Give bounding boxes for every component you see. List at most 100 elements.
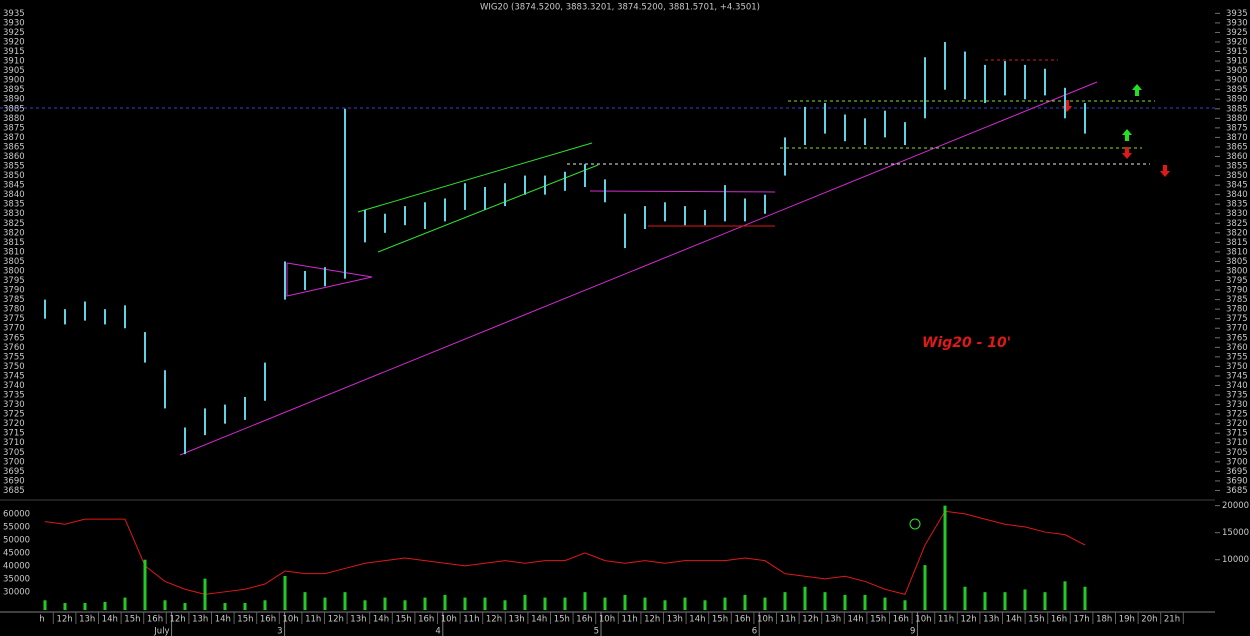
- y2-tick-label: 3815: [1226, 238, 1248, 248]
- volume-bar: [83, 602, 87, 610]
- y-tick-label: 3875: [3, 123, 25, 133]
- volume-bar: [683, 597, 687, 610]
- y2-tick-label: 3825: [1226, 219, 1248, 229]
- x-tick-label: 10h: [282, 615, 298, 625]
- x-date-label: July: [153, 627, 169, 636]
- arrow-up: [1132, 84, 1142, 96]
- volume-bar: [123, 597, 127, 610]
- y-tick-label: 3695: [3, 467, 25, 477]
- x-tick-label: 15h: [712, 615, 728, 625]
- x-tick-label: 19h: [1119, 615, 1135, 625]
- y2-tick-label: 3870: [1226, 133, 1248, 143]
- volume-bar: [1063, 581, 1067, 610]
- x-tick-label: 16h: [734, 615, 750, 625]
- x-tick-label: 11h: [938, 615, 954, 625]
- arrow-up: [1122, 129, 1132, 141]
- volume-bar: [43, 600, 47, 610]
- volume-bar: [483, 597, 487, 610]
- volume-bar: [563, 597, 567, 610]
- y-tick-label: 3740: [3, 381, 25, 391]
- y2-tick-label: 3715: [1226, 429, 1248, 439]
- x-tick-label: 11h: [305, 615, 321, 625]
- x-tick-label: 13h: [350, 615, 366, 625]
- y-tick-label: 3770: [3, 324, 25, 334]
- channel-top: [357, 142, 593, 213]
- x-tick-label: 15h: [870, 615, 886, 625]
- volume-bar: [663, 600, 667, 610]
- volume-bar: [803, 586, 807, 610]
- volume-bar: [723, 597, 727, 610]
- y-tick-label: 3720: [3, 419, 25, 429]
- y2-tick-label: 3910: [1226, 57, 1248, 67]
- y2-tick-label: 3805: [1226, 257, 1248, 267]
- y2-tick-label: 3780: [1226, 305, 1248, 315]
- y2-tick-label: 3920: [1226, 37, 1248, 47]
- y2-tick-label: 3770: [1226, 324, 1248, 334]
- y2-tick-label: 3810: [1226, 247, 1248, 257]
- y-tick-label: 3725: [3, 410, 25, 420]
- x-tick-label: 14h: [373, 615, 389, 625]
- x-tick-label: 12h: [56, 615, 72, 625]
- y-tick-label: 3745: [3, 371, 25, 381]
- y-tick-label: 3705: [3, 448, 25, 458]
- y-tick-label: 60000: [3, 509, 30, 519]
- y-tick-label: 3790: [3, 286, 25, 296]
- volume-bar: [743, 594, 747, 610]
- y2-tick-label: 3720: [1226, 419, 1248, 429]
- y2-tick-label: 3930: [1226, 18, 1248, 28]
- y-tick-label: 3810: [3, 247, 25, 257]
- volume-bar: [903, 600, 907, 610]
- y2-tick-label: 3890: [1226, 95, 1248, 105]
- y-tick-label: 3870: [3, 133, 25, 143]
- x-tick-label: 10h: [757, 615, 773, 625]
- volume-bar: [963, 586, 967, 610]
- y-tick-label: 3925: [3, 28, 25, 38]
- x-tick-label: 15h: [554, 615, 570, 625]
- y-tick-label: 3800: [3, 266, 25, 276]
- volume-bar: [923, 565, 927, 610]
- volume-bar: [103, 601, 107, 610]
- volume-bar: [323, 597, 327, 610]
- y-tick-label: 3730: [3, 400, 25, 410]
- volume-bar: [403, 600, 407, 610]
- y2-tick-label: 3875: [1226, 123, 1248, 133]
- volume-bar: [263, 600, 267, 610]
- x-tick-label: 14h: [531, 615, 547, 625]
- volume-bar: [383, 597, 387, 610]
- pennant: [286, 262, 373, 297]
- y2-tick-label: 3925: [1226, 28, 1248, 38]
- y-tick-label: 3845: [3, 181, 25, 191]
- volume-bar: [583, 592, 587, 610]
- x-tick-label: 12h: [328, 615, 344, 625]
- y-tick-label: 3860: [3, 152, 25, 162]
- volume-bar: [503, 600, 507, 610]
- x-tick-label: 13h: [825, 615, 841, 625]
- y-tick-label: 3915: [3, 47, 25, 57]
- channel-bottom: [377, 164, 599, 253]
- y2-tick-label: 3745: [1226, 371, 1248, 381]
- y2-tick-label: 3775: [1226, 314, 1248, 324]
- x-tick-label: h: [39, 615, 44, 625]
- y2-tick-label: 3760: [1226, 343, 1248, 353]
- y2-tick-label: 3915: [1226, 47, 1248, 57]
- x-tick-label: 16h: [1051, 615, 1067, 625]
- y2-tick-label: 3695: [1226, 467, 1248, 477]
- y2-tick-label: 3850: [1226, 171, 1248, 181]
- x-tick-label: 11h: [621, 615, 637, 625]
- arrow-down: [1160, 165, 1170, 177]
- y2-tick-label: 3840: [1226, 190, 1248, 200]
- y2-tick-label: 3895: [1226, 85, 1248, 95]
- x-date-label: 9: [910, 627, 915, 636]
- arrow-down: [1122, 147, 1132, 159]
- x-date-label: 4: [435, 627, 440, 636]
- x-date-label: 5: [594, 627, 599, 636]
- x-tick-label: 14h: [689, 615, 705, 625]
- y-tick-label: 3900: [3, 76, 25, 86]
- volume-bar: [243, 602, 247, 610]
- volume-bar: [443, 594, 447, 610]
- x-tick-label: 13h: [192, 615, 208, 625]
- y2-tick-label: 3735: [1226, 391, 1248, 401]
- volume-bar: [783, 592, 787, 610]
- x-date-label: 3: [277, 627, 282, 636]
- y-tick-label: 3930: [3, 18, 25, 28]
